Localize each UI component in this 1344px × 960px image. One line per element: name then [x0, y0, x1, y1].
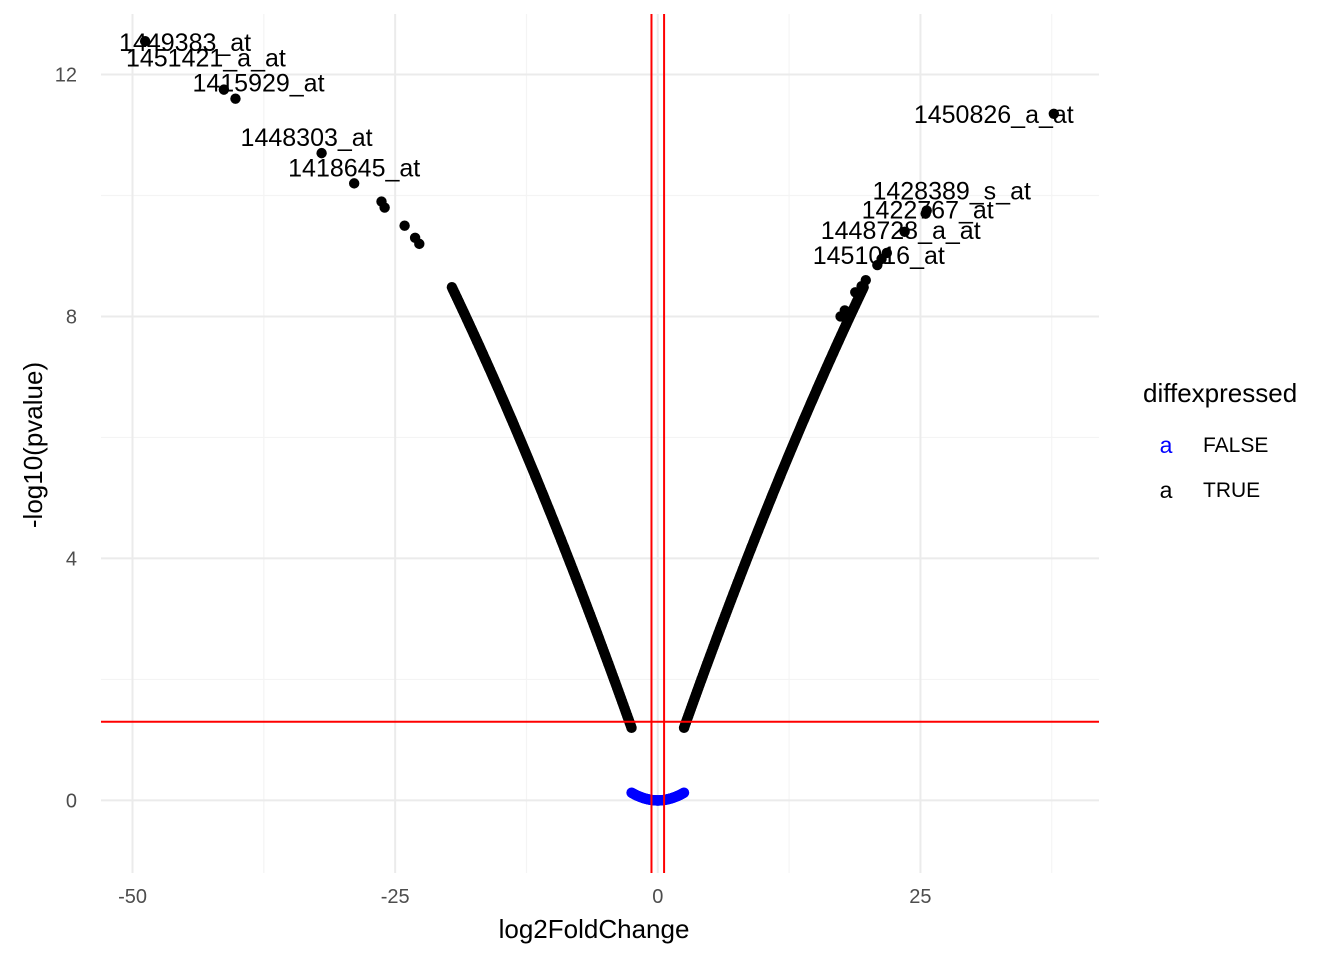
point-label: 1428389_s_at	[872, 178, 1031, 206]
data-point	[899, 226, 910, 237]
data-point	[348, 178, 360, 189]
data-point	[678, 787, 690, 798]
point-label: 1448303_at	[241, 124, 373, 152]
data-point	[379, 202, 390, 213]
grid-lines	[101, 14, 1099, 873]
x-tick-label: -50	[118, 886, 147, 908]
data-point	[876, 253, 887, 265]
y-tick-label: 0	[66, 790, 77, 812]
data-points	[139, 36, 1060, 806]
point-label: 1451421_a_at	[126, 45, 286, 73]
x-tick-label: 25	[909, 886, 931, 908]
legend-title: diffexpressed	[1143, 378, 1297, 408]
data-point	[218, 84, 230, 95]
point-label: 1448728_a_at	[821, 217, 981, 245]
data-point	[446, 282, 458, 293]
point-label: 1449383_at	[119, 29, 251, 57]
point-label: 1450826_a_at	[914, 101, 1074, 129]
point-label: 1422767_at	[862, 197, 994, 225]
x-tick-label: -25	[381, 886, 410, 908]
x-axis-title: log2FoldChange	[499, 914, 690, 944]
data-point	[414, 238, 425, 250]
data-point	[835, 311, 846, 322]
y-tick-label: 12	[55, 64, 77, 86]
data-point	[139, 36, 151, 47]
y-tick-label: 8	[66, 306, 77, 328]
data-point	[399, 220, 410, 231]
data-point	[1048, 108, 1060, 120]
axis-ticks: -50 -25 0 25 0 4 8 12	[55, 64, 932, 908]
data-point	[626, 787, 637, 798]
legend: diffexpressed a FALSE a TRUE	[1143, 378, 1297, 503]
y-tick-label: 4	[66, 548, 77, 570]
point-label: 1415929_at	[192, 70, 324, 98]
point-label: 1451016_at	[813, 242, 945, 270]
data-point	[316, 147, 327, 159]
y-axis-title: -log10(pvalue)	[18, 362, 48, 528]
legend-label-true: TRUE	[1203, 479, 1260, 502]
threshold-lines	[101, 14, 1099, 873]
legend-key-true: a	[1160, 477, 1173, 503]
x-tick-label: 0	[652, 886, 663, 908]
legend-key-false: a	[1160, 432, 1173, 458]
point-label: 1418645_at	[288, 154, 420, 182]
data-point	[230, 93, 241, 104]
data-point	[920, 208, 931, 219]
data-point	[850, 287, 861, 298]
legend-label-false: FALSE	[1203, 434, 1268, 457]
